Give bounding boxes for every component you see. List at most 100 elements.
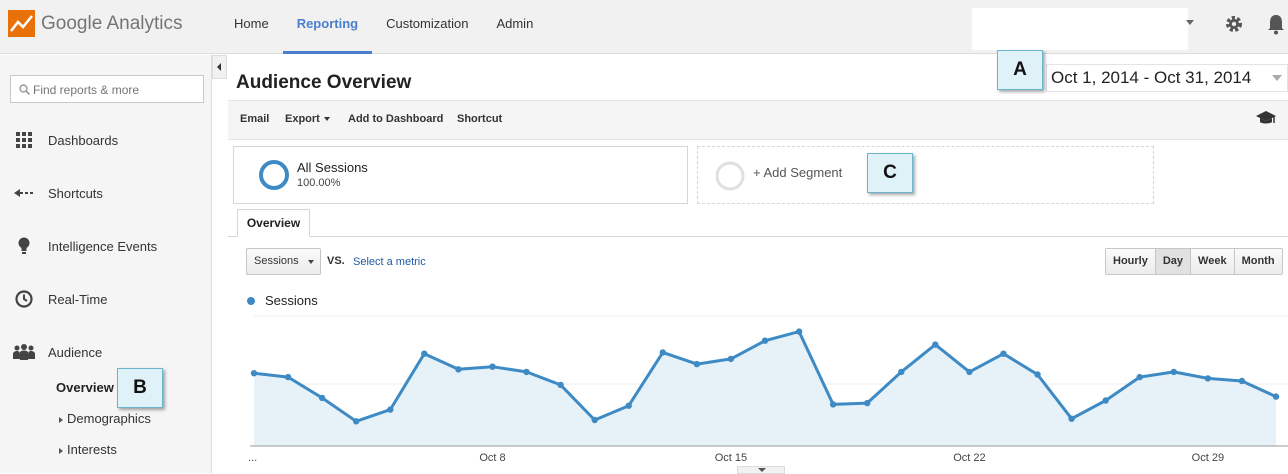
export-button[interactable]: Export: [285, 113, 330, 125]
series-area: [254, 331, 1276, 446]
data-point: [727, 355, 735, 363]
sidebar-item-real-time[interactable]: Real-Time: [0, 284, 212, 314]
data-point: [659, 349, 666, 356]
data-point: [421, 350, 428, 357]
sidebar-item-intelligence-events[interactable]: Intelligence Events: [0, 231, 212, 261]
chevron-down-icon: [323, 117, 330, 122]
data-point: [1204, 375, 1212, 382]
callout-c: C: [867, 153, 913, 193]
segment-name: All Sessions: [297, 160, 368, 175]
series-line-sessions: [253, 330, 1277, 423]
month-button[interactable]: Month: [1233, 249, 1282, 274]
week-button[interactable]: Week: [1190, 249, 1234, 274]
grid-icon: [0, 132, 48, 148]
sidebar-item-shortcuts[interactable]: Shortcuts: [0, 178, 212, 208]
data-point: [284, 373, 292, 381]
top-bar: Google Analytics Home Reporting Customiz…: [0, 0, 1288, 54]
report-toolbar: Email Export Add to Dashboard Shortcut: [228, 100, 1288, 140]
chart-legend: Sessions: [247, 293, 318, 308]
shortcut-button[interactable]: Shortcut: [457, 113, 503, 125]
gear-icon[interactable]: [1224, 14, 1244, 34]
date-range-picker[interactable]: Oct 1, 2014 - Oct 31, 2014: [1046, 64, 1288, 92]
vs-label: VS.: [327, 255, 345, 267]
data-point: [1136, 373, 1143, 381]
data-point: [353, 418, 360, 425]
data-point: [318, 394, 326, 402]
shortcut-arrow-icon: [0, 188, 48, 198]
legend-label: Sessions: [265, 293, 318, 308]
data-point: [455, 366, 462, 373]
sidebar-subitem-overview[interactable]: Overview: [56, 380, 114, 395]
hourly-button[interactable]: Hourly: [1106, 249, 1155, 274]
legend-dot: [247, 296, 255, 305]
email-button[interactable]: Email: [240, 113, 270, 125]
add-segment-label: + Add Segment: [753, 165, 843, 180]
bell-icon[interactable]: [1267, 13, 1285, 35]
callout-a: A: [997, 50, 1043, 90]
data-point: [523, 368, 530, 376]
graduation-cap-icon[interactable]: [1256, 110, 1276, 126]
page-title: Audience Overview: [236, 72, 412, 93]
data-point: [761, 337, 769, 344]
metric-select[interactable]: Sessions: [246, 248, 321, 275]
nav-customization[interactable]: Customization: [386, 16, 469, 31]
data-point: [966, 368, 973, 376]
data-point: [1102, 397, 1109, 404]
expand-triangle-icon: [59, 416, 63, 423]
sidebar-item-label: Real-Time: [48, 291, 108, 307]
nav-home[interactable]: Home: [234, 16, 269, 31]
brand-name: Google Analytics: [41, 12, 183, 34]
data-point: [625, 402, 632, 409]
y-tick-label: ...: [248, 452, 257, 464]
people-icon: [0, 344, 48, 360]
account-selector[interactable]: [972, 8, 1188, 50]
add-segment-button[interactable]: + Add Segment: [697, 146, 1154, 204]
sidebar-subitem-interests[interactable]: Interests: [59, 442, 117, 457]
sidebar-item-label: Shortcuts: [48, 185, 103, 201]
x-tick-label: Oct 8: [479, 452, 505, 464]
data-point: [829, 401, 837, 408]
data-point: [1272, 393, 1280, 400]
empty-segment-ring-icon: [715, 161, 745, 191]
date-chevron-down-icon[interactable]: [1272, 75, 1282, 81]
segment-percent: 100.00%: [297, 177, 341, 189]
sidebar-collapse-button[interactable]: [212, 55, 227, 79]
select-metric-link[interactable]: Select a metric: [353, 256, 426, 268]
data-point: [1034, 371, 1041, 378]
data-point: [1170, 368, 1178, 376]
tab-overview[interactable]: Overview: [237, 209, 310, 237]
x-tick-label: Oct 29: [1192, 452, 1224, 464]
segment-ring-icon: [259, 160, 289, 190]
day-button[interactable]: Day: [1154, 249, 1191, 274]
analytics-logo-icon: [8, 10, 35, 37]
data-point: [1068, 415, 1075, 422]
lightbulb-icon: [0, 237, 48, 255]
top-nav: Home Reporting Customization Admin: [220, 0, 547, 54]
data-point: [932, 341, 939, 348]
data-point: [693, 360, 701, 368]
metric-select-value: Sessions: [254, 255, 299, 267]
search-input[interactable]: [33, 80, 198, 100]
report-search[interactable]: [10, 75, 204, 103]
google-analytics-logo[interactable]: Google Analytics: [8, 10, 183, 37]
data-point: [898, 368, 905, 376]
export-label: Export: [285, 113, 320, 125]
data-point: [250, 370, 258, 377]
data-point: [489, 363, 496, 370]
sidebar-item-dashboards[interactable]: Dashboards: [0, 125, 212, 155]
data-point: [795, 328, 803, 335]
clock-icon: [0, 290, 48, 308]
x-tick-label: Oct 15: [715, 452, 747, 464]
callout-b: B: [117, 368, 163, 408]
sidebar: Dashboards Shortcuts Intelligence Events: [0, 55, 212, 473]
sidebar-subitem-demographics[interactable]: Demographics: [59, 411, 151, 426]
nav-reporting[interactable]: Reporting: [282, 0, 373, 54]
data-point: [1238, 377, 1246, 385]
segment-all-sessions[interactable]: All Sessions 100.00%: [233, 146, 688, 204]
nav-admin[interactable]: Admin: [496, 16, 534, 31]
sidebar-item-audience[interactable]: Audience: [0, 337, 212, 367]
add-to-dashboard-button[interactable]: Add to Dashboard: [348, 113, 444, 125]
sidebar-subitem-label: Demographics: [67, 411, 151, 426]
data-point: [591, 416, 598, 424]
account-chevron-down-icon[interactable]: [1186, 20, 1194, 25]
